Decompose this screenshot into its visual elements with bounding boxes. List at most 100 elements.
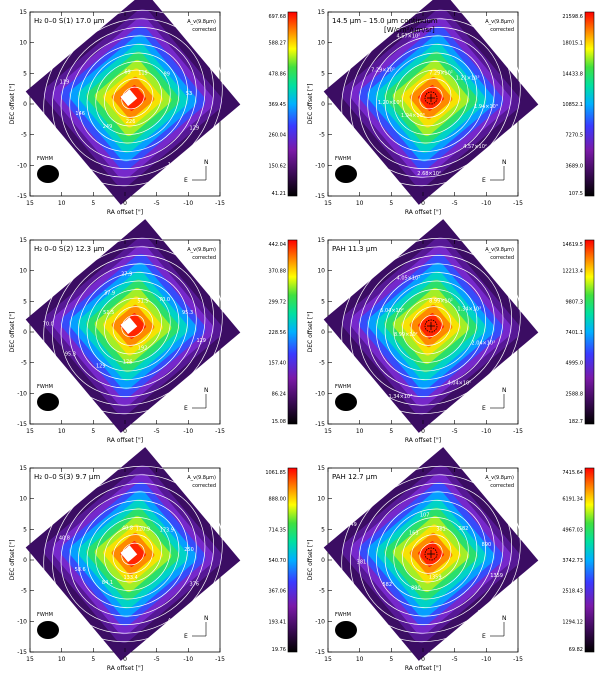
x-tick-label: 10 <box>356 428 364 435</box>
contour-label: 483 <box>168 618 178 624</box>
contour-line <box>402 297 460 355</box>
contour-label: 70.0 <box>159 297 170 303</box>
east-label: E <box>482 633 486 640</box>
contour-line <box>43 9 223 187</box>
colorbar-title: A_v(9.8μm) <box>485 247 514 253</box>
colorbar-tick-label: 1294.12 <box>562 619 583 625</box>
x-tick-label: -10 <box>183 656 193 663</box>
y-axis-label: DEC offset ["] <box>9 540 16 581</box>
colorbar <box>584 467 595 653</box>
contour-line <box>393 61 469 135</box>
north-label: N <box>204 159 209 166</box>
x-tick-label: 5 <box>389 428 393 435</box>
contour-line <box>69 35 197 161</box>
colorbar-subtitle: corrected <box>490 255 514 261</box>
saturated-core <box>120 89 138 107</box>
panel-subtitle: [W/cm²/μm/sr] <box>384 26 435 34</box>
contour-label: 4.04×10² <box>448 381 472 387</box>
x-tick-label: -15 <box>215 200 225 207</box>
x-tick-label: 15 <box>324 656 332 663</box>
contour-line <box>376 500 486 608</box>
x-axis-label: RA offset ["] <box>405 665 441 672</box>
contour-label: 37.9 <box>104 291 115 297</box>
contour-line <box>104 297 162 355</box>
contour-line <box>410 306 452 346</box>
y-tick-label: 0 <box>321 329 325 336</box>
colorbar-tick-label: 367.06 <box>269 589 287 595</box>
contour-line <box>69 491 197 617</box>
contour-line <box>341 237 521 415</box>
y-tick-label: -15 <box>17 649 27 656</box>
contour-label: 176 <box>123 360 133 366</box>
contour-line <box>52 18 214 178</box>
y-tick-label: 15 <box>19 465 27 472</box>
colorbar-tick-label: 888.00 <box>269 497 287 503</box>
contour-line <box>402 69 460 127</box>
contour-label: 1359 <box>429 575 442 581</box>
colorbar-tick-label: 370.88 <box>269 269 287 275</box>
panel-title: H₂ 0–0 S(3) 9.7 μm <box>34 473 100 481</box>
y-tick-label: -10 <box>315 618 325 625</box>
y-tick-label: -15 <box>315 649 325 656</box>
contours <box>43 9 223 187</box>
y-axis-label: DEC offset ["] <box>9 312 16 353</box>
contour-line <box>358 255 504 397</box>
x-tick-label: 15 <box>26 428 34 435</box>
panel-title: H₂ 0–0 S(1) 17.0 μm <box>34 17 105 25</box>
peak-circle <box>424 319 438 333</box>
contour-line <box>95 61 171 135</box>
colorbar-tick-label: 7415.64 <box>562 470 583 476</box>
contours <box>341 9 521 187</box>
contour-line <box>384 52 478 144</box>
x-tick-label: 0 <box>421 656 425 663</box>
contours <box>43 237 223 415</box>
x-tick-label: 10 <box>58 428 66 435</box>
peak-circle <box>424 91 438 105</box>
contour-label: 1.94×10³ <box>474 104 498 110</box>
contour-label: 84.1 <box>102 580 113 586</box>
x-tick-label: -10 <box>183 200 193 207</box>
x-axis-label: RA offset ["] <box>107 437 143 444</box>
contour-label: 119 <box>60 80 70 86</box>
contours <box>341 465 521 643</box>
y-tick-label: -15 <box>17 193 27 200</box>
x-tick-label: 10 <box>356 656 364 663</box>
contour-label: 53 <box>186 91 192 97</box>
contour-line <box>78 44 188 152</box>
panel-title: 14.5 μm – 15.0 μm continuum <box>332 17 438 25</box>
x-axis-label: RA offset ["] <box>107 665 143 672</box>
colorbar-subtitle: corrected <box>192 255 216 261</box>
contour-line <box>341 465 521 643</box>
contour-label: 4.57×10² <box>463 144 487 150</box>
contour-label: 51.5 <box>137 299 148 305</box>
north-label: N <box>502 615 507 622</box>
contour-label: 1.94×10³ <box>401 113 425 119</box>
contour-line <box>350 246 512 406</box>
contour-label: 115 <box>138 71 148 77</box>
y-tick-label: 10 <box>317 268 325 275</box>
contour-line <box>112 306 154 346</box>
x-tick-label: 15 <box>324 428 332 435</box>
y-tick-label: -5 <box>21 360 27 367</box>
y-tick-label: -5 <box>21 132 27 139</box>
colorbar-tick-label: 107.5 <box>569 191 583 197</box>
contour-line <box>367 263 495 389</box>
y-tick-label: 5 <box>23 526 27 533</box>
contour-label: 70.0 <box>43 321 54 327</box>
colorbar-subtitle: corrected <box>192 483 216 489</box>
colorbar-tick-label: 260.04 <box>269 133 287 139</box>
colorbar-tick-label: 299.72 <box>269 299 287 305</box>
contour-line <box>376 272 486 380</box>
saturated-core <box>120 317 138 335</box>
contour-line <box>52 474 214 634</box>
beam-label: FWHM <box>335 384 351 390</box>
contour-label: 7.29×10² <box>371 68 395 74</box>
contour-label: 4.05×10² <box>397 275 421 281</box>
contour-label: 129 <box>196 338 206 344</box>
y-tick-label: 15 <box>317 9 325 16</box>
y-tick-label: -15 <box>17 421 27 428</box>
beam-label: FWHM <box>37 384 53 390</box>
x-tick-label: 5 <box>389 200 393 207</box>
colorbar-tick-label: 69.82 <box>569 647 583 653</box>
